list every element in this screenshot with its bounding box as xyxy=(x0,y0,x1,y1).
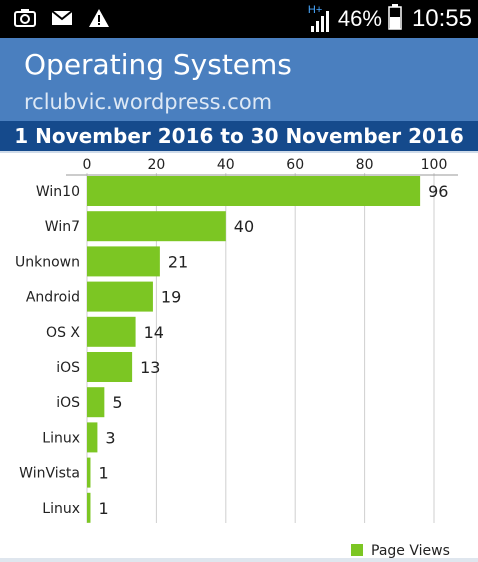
mail-icon xyxy=(51,9,73,31)
bar-chart: 0 20 40 60 80 100 Win10 96 Win7 40 Unknown 21 Androi… xyxy=(15,157,458,558)
date-range-banner: 1 November 2016 to 30 November 2016 xyxy=(0,121,478,151)
tick-label-40: 40 xyxy=(217,157,235,173)
category-label: Linux xyxy=(42,501,80,517)
bar xyxy=(87,176,421,206)
bar xyxy=(87,457,91,488)
bar xyxy=(87,211,226,242)
divider xyxy=(0,151,478,153)
data-label: 96 xyxy=(428,182,448,201)
category-label: Win10 xyxy=(36,184,80,200)
tick-label-80: 80 xyxy=(356,157,374,173)
bar xyxy=(87,492,91,523)
legend-label: Page Views xyxy=(371,543,450,558)
battery-icon xyxy=(388,4,402,34)
tick-label-0: 0 xyxy=(83,157,92,173)
data-label: 1 xyxy=(98,464,108,483)
page-title: Operating Systems xyxy=(24,48,292,81)
bar xyxy=(87,422,98,453)
category-label: iOS xyxy=(56,360,80,376)
category-label: iOS xyxy=(56,395,80,411)
data-label: 14 xyxy=(144,323,164,342)
bottom-divider xyxy=(0,558,478,562)
tick-label-100: 100 xyxy=(421,157,448,173)
data-label: 21 xyxy=(168,252,188,271)
tick-label-20: 20 xyxy=(147,157,165,173)
data-label: 5 xyxy=(112,393,122,412)
site-url: rclubvic.wordpress.com xyxy=(24,90,273,114)
network-type-label: H+ xyxy=(307,4,323,16)
bar xyxy=(87,316,136,347)
data-label: 13 xyxy=(140,358,160,377)
data-label: 3 xyxy=(105,428,115,447)
bar xyxy=(87,387,105,418)
category-label: Linux xyxy=(42,430,80,446)
category-label: Win7 xyxy=(45,219,80,235)
battery-percent: 46% xyxy=(337,6,382,31)
bar xyxy=(87,281,153,312)
network-icon: H+ xyxy=(308,4,332,34)
category-label: WinVista xyxy=(19,466,80,482)
data-label: 1 xyxy=(98,499,108,518)
data-label: 40 xyxy=(234,217,254,236)
data-label: 19 xyxy=(161,288,181,307)
bar xyxy=(87,352,133,382)
signal-icon xyxy=(310,11,329,32)
screenshot-icon xyxy=(14,8,36,32)
clock: 10:55 xyxy=(411,5,472,32)
category-label: OS X xyxy=(46,325,80,341)
category-label: Android xyxy=(26,290,80,306)
warning-icon xyxy=(88,8,110,32)
tick-label-60: 60 xyxy=(286,157,304,173)
bar xyxy=(87,246,160,277)
category-label: Unknown xyxy=(15,254,80,270)
status-bar: H+ 46% 10:55 xyxy=(0,0,478,38)
legend-swatch xyxy=(351,544,363,556)
app-header: Operating Systems rclubvic.wordpress.com xyxy=(0,38,478,121)
